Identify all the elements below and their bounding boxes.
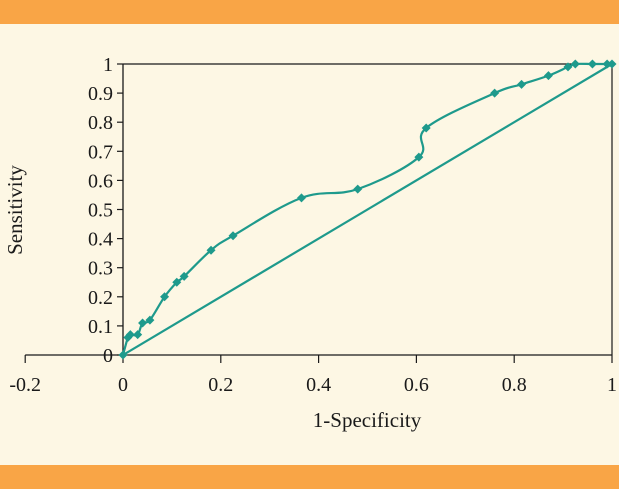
roc-point-marker <box>563 62 573 72</box>
y-tick-label: 0.5 <box>88 200 113 222</box>
series-lines <box>121 62 613 356</box>
bottom-band <box>0 465 619 489</box>
roc-point-marker <box>133 330 143 340</box>
y-tick-label: 0.1 <box>88 316 113 338</box>
y-tick-label: 0.9 <box>88 83 113 105</box>
roc-point-marker <box>353 184 363 194</box>
roc-point-marker <box>172 277 182 287</box>
roc-point-marker <box>160 292 170 302</box>
reference-diagonal-line <box>122 63 613 356</box>
roc-point-marker <box>517 79 527 89</box>
roc-point-marker <box>607 59 617 69</box>
y-tick-label: 0.3 <box>88 258 113 280</box>
top-band <box>0 0 619 24</box>
roc-point-marker <box>570 59 580 69</box>
roc-point-marker <box>145 315 155 325</box>
axes-group <box>24 63 613 363</box>
roc-point-marker <box>179 271 189 281</box>
y-tick-label: 0 <box>103 345 113 367</box>
x-tick-label: 0.8 <box>502 374 527 396</box>
y-axis-title: Sensitivity <box>3 165 27 255</box>
x-tick-labels: -0.2 0 0.2 0.4 0.6 0.8 1 <box>9 374 617 396</box>
y-tick-label: 0.7 <box>88 141 113 163</box>
x-tick-label: 0 <box>118 374 128 396</box>
x-tick-label: 1 <box>607 374 617 396</box>
y-tick-label: 0.8 <box>88 112 113 134</box>
roc-point-marker <box>421 123 431 133</box>
roc-point-marker <box>414 152 424 162</box>
y-tick-label: 0.6 <box>88 170 113 192</box>
y-tick-label: 1 <box>103 54 113 76</box>
roc-point-marker <box>490 88 500 98</box>
roc-point-marker <box>296 193 306 203</box>
y-tick-labels: 0 0.1 0.2 0.3 0.4 0.5 0.6 0.7 0.8 0.9 1 <box>88 54 113 367</box>
y-tick-label: 0.2 <box>88 287 113 309</box>
x-tick-label: 0.4 <box>306 374 331 396</box>
roc-point-marker <box>228 231 238 241</box>
x-tick-label: 0.2 <box>208 374 233 396</box>
roc-point-marker <box>206 245 216 255</box>
roc-point-marker <box>543 71 553 81</box>
x-tick-label: 0.6 <box>404 374 429 396</box>
series-markers <box>118 59 617 360</box>
roc-point-marker <box>587 59 597 69</box>
roc-point-marker <box>138 318 148 328</box>
roc-point-marker <box>118 350 128 360</box>
roc-point-marker <box>125 330 135 340</box>
y-tick-label: 0.4 <box>88 229 113 251</box>
x-axis-title: 1-Specificity <box>313 408 422 432</box>
roc-point-marker <box>602 59 612 69</box>
x-tick-label: -0.2 <box>9 374 41 396</box>
